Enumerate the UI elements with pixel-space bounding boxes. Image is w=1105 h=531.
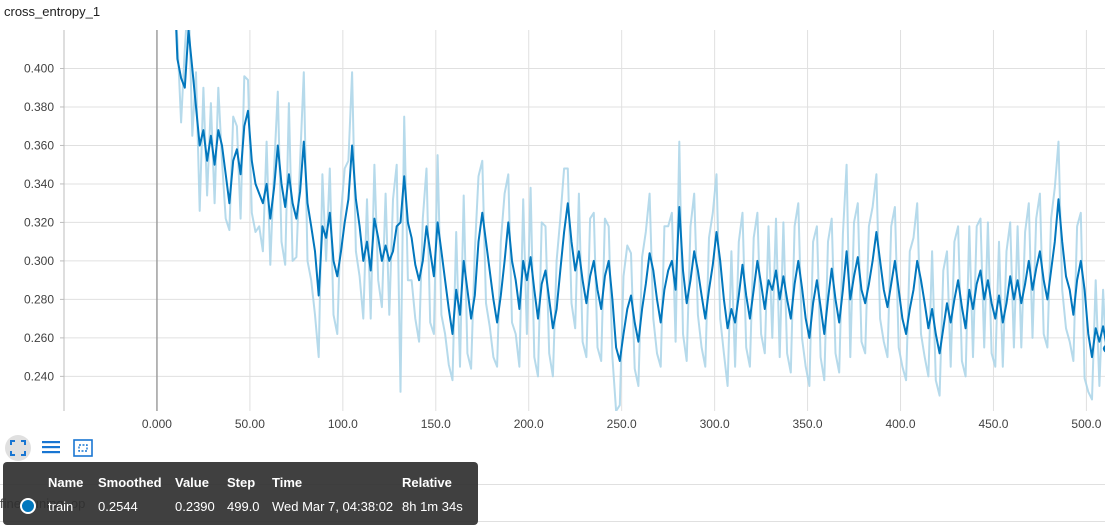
x-tick-label: 500.0 [1071,417,1101,430]
x-tick-label: 100.0 [328,417,358,430]
y-tick-label: 0.400 [24,61,54,75]
x-tick-label: 400.0 [886,417,916,430]
fit-domain-icon [73,439,93,457]
tooltip-header-time: Time [272,475,303,490]
menu-lines-icon [42,441,60,454]
y-tick-label: 0.300 [24,254,54,268]
axes: 0.240 0.260 0.280 0.300 0.320 0.340 0.360 0.380… [24,30,1102,430]
y-tick-label: 0.340 [24,177,54,191]
x-tick-label: 300.0 [700,417,730,430]
series-color-swatch [20,498,36,514]
grid [64,30,1105,411]
fit-screen-icon [10,440,26,456]
x-tick-label: 250.0 [607,417,637,430]
fit-domain-button[interactable] [70,435,96,461]
tooltip-header-step: Step [227,475,256,490]
x-tick-label: 350.0 [793,417,823,430]
tooltip-time: Wed Mar 7, 04:38:02 [272,499,394,514]
tooltip-relative: 8h 1m 34s [402,499,463,514]
x-tick-label: 450.0 [978,417,1008,430]
x-tick-label: 0.000 [142,417,172,430]
y-tick-label: 0.360 [24,138,54,152]
smoothed-series [175,30,1105,362]
x-tick-label: 200.0 [514,417,544,430]
tooltip: Name Smoothed Value Step Time Relative t… [3,462,478,525]
tooltip-header-name: Name [48,475,84,490]
last-point-marker-group [1102,345,1105,353]
tooltip-smoothed-value: 0.2544 [98,499,138,514]
tooltip-header-smoothed: Smoothed [98,475,162,490]
toggle-y-axis-log-button[interactable] [38,435,64,461]
y-tick-label: 0.240 [24,369,54,383]
tooltip-step: 499.0 [227,499,260,514]
tooltip-header-relative: Relative [402,475,452,490]
fit-screen-button[interactable] [5,435,31,461]
raw-series [175,30,1105,411]
x-tick-label: 150.0 [421,417,451,430]
line-chart[interactable]: 0.240 0.260 0.280 0.300 0.320 0.340 0.360 0.380… [0,0,1105,430]
smoothed-series-line [175,30,1105,362]
raw-series-line [175,30,1105,411]
last-point-marker [1102,345,1105,353]
chart-title: cross_entropy_1 [4,4,101,19]
y-tick-label: 0.380 [24,100,54,114]
tooltip-run-name: train [48,499,74,514]
x-tick-label: 50.00 [235,417,265,430]
tooltip-value: 0.2390 [175,499,215,514]
y-tick-label: 0.280 [24,292,54,306]
y-tick-label: 0.260 [24,331,54,345]
tooltip-header-value: Value [175,475,209,490]
y-tick-label: 0.320 [24,215,54,229]
